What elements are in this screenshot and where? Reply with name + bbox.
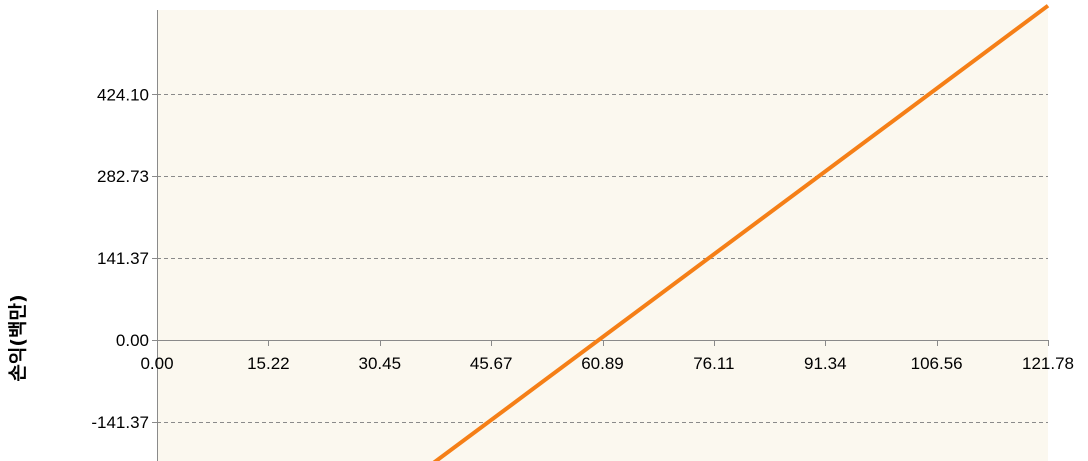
plot-background (157, 10, 1048, 461)
x-tick-label: 30.45 (359, 354, 402, 373)
y-tick-label: 282.73 (97, 167, 149, 186)
x-tick-label: 106.56 (911, 354, 963, 373)
series-line (432, 4, 1050, 461)
x-tick-label: 15.22 (247, 354, 290, 373)
y-axis-label: 손익(백만) (7, 294, 29, 381)
x-tick-label: 91.34 (804, 354, 847, 373)
y-tick-label: 0.00 (116, 331, 149, 350)
series-group (432, 4, 1050, 461)
y-tick-label: 141.37 (97, 249, 149, 268)
y-tick-label: -141.37 (91, 413, 149, 432)
x-tick-label: 0.00 (140, 354, 173, 373)
x-tick-label: 76.11 (693, 354, 734, 373)
x-tick-label: 45.67 (470, 354, 513, 373)
x-tick-label: 121.78 (1022, 354, 1074, 373)
grid-lines (157, 94, 1048, 423)
y-axis-ticks: 424.10 282.73 141.37 0.00 -141.37 (91, 85, 157, 432)
y-tick-label: 424.10 (97, 85, 149, 104)
x-tick-label: 60.89 (581, 354, 624, 373)
x-axis-ticks: 0.00 15.22 30.45 45.67 60.89 76.11 91.34 106.56… (140, 340, 1074, 373)
